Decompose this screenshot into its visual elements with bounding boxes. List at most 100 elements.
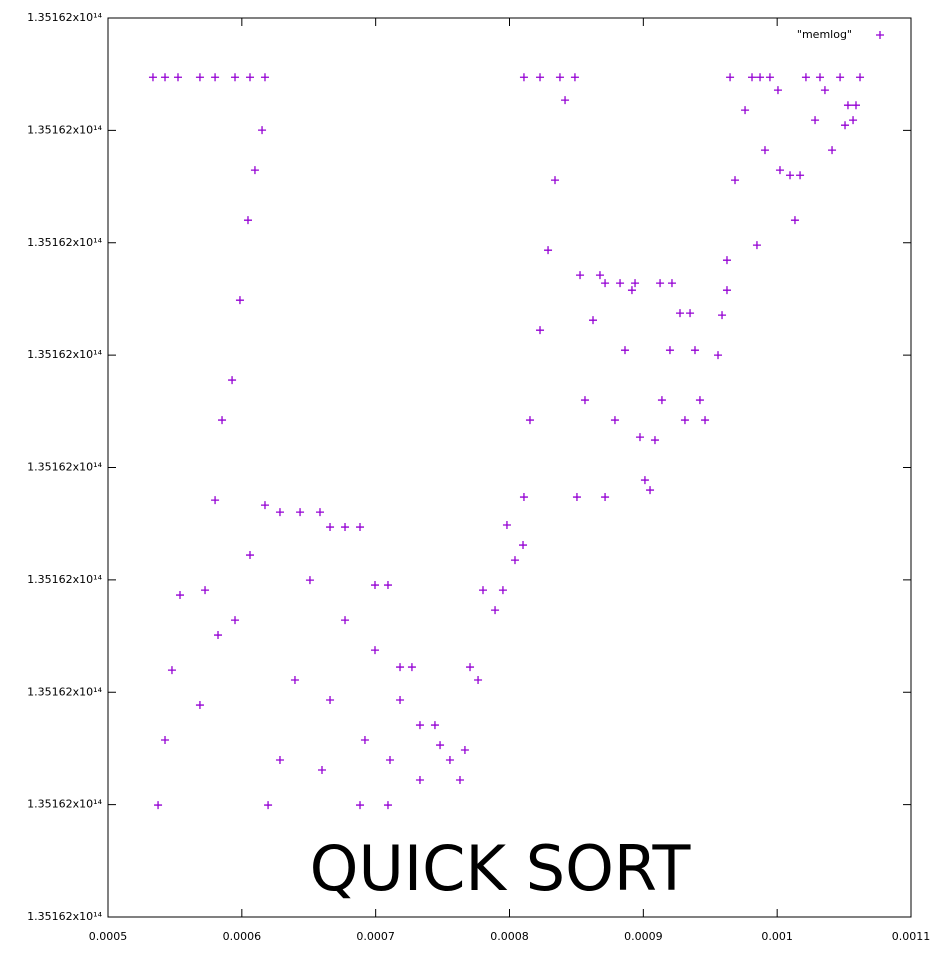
point [701,416,710,425]
legend-marker [876,31,884,39]
point [260,73,269,82]
point [667,279,676,288]
point [815,73,824,82]
point [211,496,220,505]
point [195,73,204,82]
annotation: QUICK SORT [310,832,692,905]
point [756,73,765,82]
point [245,73,254,82]
point [460,746,469,755]
point [260,501,269,510]
point [356,801,365,810]
point [360,736,369,745]
plot-frame [107,17,912,918]
point [601,493,610,502]
y-tick-label: 1.35162x10¹⁴ [27,461,102,474]
point [773,86,782,95]
point [383,581,392,590]
point [228,376,237,385]
point [519,73,528,82]
point [315,508,324,517]
x-tick-label: 0.0011 [892,930,931,943]
point [601,279,610,288]
point [828,146,837,155]
point [436,741,445,750]
point [656,279,665,288]
point [726,73,735,82]
point [341,616,350,625]
point [551,176,560,185]
point [722,286,731,295]
point [176,591,185,600]
point [305,576,314,585]
x-tick-label: 0.0006 [223,930,262,943]
point [479,586,488,595]
point [760,146,769,155]
point [856,73,865,82]
point [502,521,511,530]
point [326,696,335,705]
point [616,279,625,288]
x-tick-label: 0.001 [761,930,793,943]
point [646,486,655,495]
point [686,309,695,318]
point [741,106,750,115]
point [231,73,240,82]
point [415,721,424,730]
point [250,166,259,175]
point [748,73,757,82]
point [731,176,740,185]
point [627,286,636,295]
point [635,433,644,442]
point [161,73,170,82]
point [841,121,850,130]
point [843,101,852,110]
point [445,756,454,765]
point [561,96,570,105]
point [370,581,379,590]
y-tick-label: 1.35162x10¹⁴ [27,348,102,361]
point [396,663,405,672]
point [576,271,585,280]
point [620,346,629,355]
point [570,73,579,82]
point [341,523,350,532]
point [385,756,394,765]
point [243,216,252,225]
point [245,551,254,560]
x-tick-label: 0.0008 [490,930,529,943]
x-tick-label: 0.0005 [89,930,128,943]
point [296,508,305,517]
point [396,696,405,705]
y-tick-label: 1.35162x10¹⁴ [27,123,102,136]
point [836,73,845,82]
point [631,279,640,288]
point [555,73,564,82]
point [790,216,799,225]
point [258,126,267,135]
point [657,396,666,405]
point [765,73,774,82]
point [519,541,528,550]
point [264,801,273,810]
point [536,73,545,82]
y-tick-label: 1.35162x10¹⁴ [27,236,102,249]
point [849,116,858,125]
point [491,606,500,615]
point [851,101,860,110]
point [796,171,805,180]
y-tick-label: 1.35162x10¹⁴ [27,11,102,24]
legend-label: "memlog" [797,28,852,41]
point [275,756,284,765]
point [680,416,689,425]
point [595,271,604,280]
y-tick-label: 1.35162x10¹⁴ [27,798,102,811]
point [161,736,170,745]
point [695,396,704,405]
point [580,396,589,405]
point [525,416,534,425]
x-tick-label: 0.0009 [624,930,663,943]
point [536,326,545,335]
point [211,73,220,82]
